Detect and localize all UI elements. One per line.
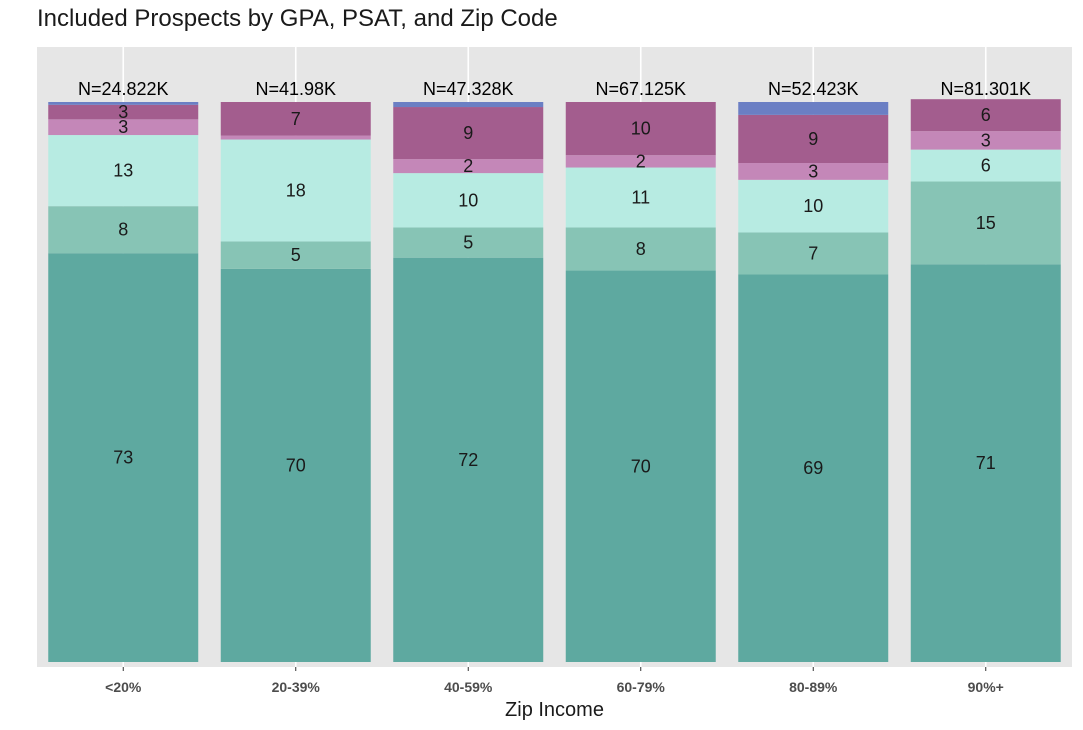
- bar-segment-0-2: [48, 135, 199, 207]
- segment-label-0-3: 3: [118, 117, 128, 137]
- segment-label-5-3: 3: [981, 130, 991, 150]
- bar-segment-5-4: [910, 99, 1061, 132]
- segment-label-4-1: 7: [808, 243, 818, 263]
- tick-label-3: 60-79%: [617, 679, 666, 695]
- segment-label-3-1: 8: [636, 239, 646, 259]
- bar-segment-3-4: [565, 102, 716, 156]
- segment-label-2-1: 5: [463, 233, 473, 253]
- segment-label-3-4: 10: [631, 119, 651, 139]
- tick-label-5: 90%+: [968, 679, 1004, 695]
- x-axis-title: Zip Income: [505, 699, 604, 721]
- segment-label-4-4: 9: [808, 129, 818, 149]
- segment-label-1-1: 5: [291, 245, 301, 265]
- bar-segment-3-2: [565, 167, 716, 228]
- tick-label-1: 20-39%: [272, 679, 321, 695]
- segment-label-1-2: 18: [286, 180, 306, 200]
- bar-segment-1-3: [220, 135, 371, 140]
- plot-panel: [37, 47, 1072, 667]
- tick-label-2: 40-59%: [444, 679, 493, 695]
- segment-label-4-0: 69: [803, 458, 823, 478]
- bar-segment-5-0: [910, 264, 1061, 662]
- segment-label-2-3: 2: [463, 156, 473, 176]
- bar-segment-2-3: [393, 159, 544, 174]
- segment-label-3-3: 2: [636, 151, 646, 171]
- bar-segment-3-3: [565, 155, 716, 168]
- segment-label-1-0: 70: [286, 455, 306, 475]
- bar-segment-5-1: [910, 181, 1061, 265]
- segment-label-4-3: 3: [808, 161, 818, 181]
- bars: [48, 99, 1061, 662]
- segment-label-5-1: 15: [976, 213, 996, 233]
- tick-label-0: <20%: [105, 679, 142, 695]
- segment-label-2-4: 9: [463, 123, 473, 143]
- bar-segment-3-0: [565, 270, 716, 662]
- bar-segment-1-4: [220, 102, 371, 136]
- bar-segment-2-4: [393, 107, 544, 160]
- bar-segment-4-0: [738, 274, 889, 662]
- bar-segment-4-3: [738, 163, 889, 180]
- bar-segment-4-5: [738, 102, 889, 115]
- bar-segment-0-0: [48, 253, 199, 662]
- segment-label-5-2: 6: [981, 156, 991, 176]
- bar-segment-3-1: [565, 227, 716, 271]
- bar-segment-2-0: [393, 257, 544, 662]
- bar-segment-0-1: [48, 206, 199, 254]
- bar-segment-2-2: [393, 173, 544, 228]
- segment-label-3-2: 11: [631, 187, 650, 207]
- segment-label-4-2: 10: [803, 196, 823, 216]
- segment-labels: 7381333N=24.822K705187N=41.98K7251029N=4…: [78, 79, 1031, 478]
- total-label-5: N=81.301K: [940, 79, 1031, 99]
- segment-label-0-0: 73: [113, 448, 133, 468]
- segment-label-0-2: 13: [113, 161, 133, 181]
- total-label-0: N=24.822K: [78, 79, 169, 99]
- segment-label-0-4: 3: [118, 102, 128, 122]
- bar-segment-5-3: [910, 131, 1061, 150]
- x-axis-ticks: <20% 20-39% 40-59% 60-79% 80-89% 90%+: [105, 667, 1004, 695]
- bar-segment-1-2: [220, 139, 371, 242]
- total-label-1: N=41.98K: [255, 79, 336, 99]
- bar-segment-1-1: [220, 241, 371, 269]
- bar-segment-4-4: [738, 114, 889, 164]
- segment-label-5-4: 6: [981, 105, 991, 125]
- segment-label-2-2: 10: [458, 190, 478, 210]
- total-label-2: N=47.328K: [423, 79, 514, 99]
- segment-label-1-4: 7: [291, 109, 301, 129]
- segment-label-2-0: 72: [458, 450, 478, 470]
- segment-label-3-0: 70: [631, 456, 651, 476]
- bar-segment-0-4: [48, 104, 199, 120]
- chart-title: Included Prospects by GPA, PSAT, and Zip…: [37, 5, 558, 32]
- segment-label-5-0: 71: [976, 453, 996, 473]
- bar-segment-4-1: [738, 232, 889, 275]
- total-label-4: N=52.423K: [768, 79, 859, 99]
- bar-segment-1-0: [220, 268, 371, 662]
- bar-segment-2-1: [393, 227, 544, 258]
- bar-segment-2-5: [393, 102, 544, 108]
- segment-label-0-1: 8: [118, 220, 128, 240]
- bar-segment-0-5: [48, 102, 199, 105]
- bar-segment-0-3: [48, 119, 199, 136]
- tick-label-4: 80-89%: [789, 679, 838, 695]
- total-label-3: N=67.125K: [595, 79, 686, 99]
- bar-segment-4-2: [738, 179, 889, 233]
- bar-segment-5-2: [910, 149, 1061, 182]
